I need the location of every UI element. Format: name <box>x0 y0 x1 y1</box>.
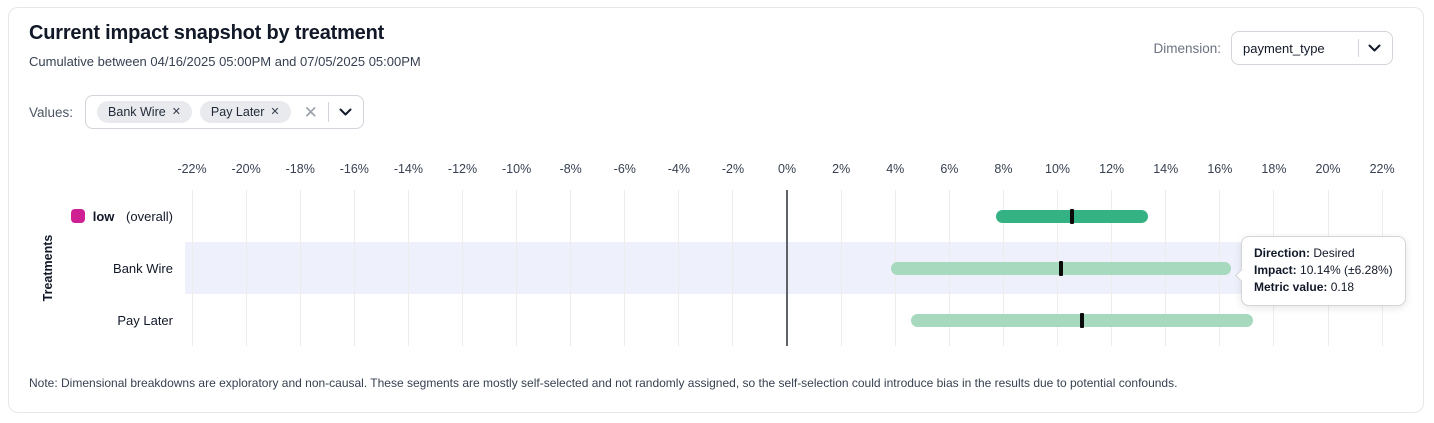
chart-plot-area <box>185 190 1387 346</box>
gridline <box>678 190 680 346</box>
values-label: Values: <box>29 104 74 120</box>
chevron-down-icon <box>1368 44 1381 52</box>
gridline <box>624 190 626 346</box>
row-label-pay-later: Pay Later <box>117 312 173 328</box>
dimension-select[interactable]: payment_type <box>1231 31 1393 65</box>
point-estimate-tick <box>1059 260 1064 276</box>
gridline <box>570 190 572 346</box>
values-divider <box>327 102 329 122</box>
gridline <box>407 190 409 346</box>
gridline <box>516 190 518 346</box>
gridline <box>732 190 734 346</box>
x-tick-label: -4% <box>667 162 691 176</box>
point-estimate-tick <box>1070 208 1075 224</box>
x-tick-label: 4% <box>886 162 905 176</box>
gridline <box>191 190 193 346</box>
date-range-subtitle: Cumulative between 04/16/2025 05:00PM an… <box>29 54 421 69</box>
x-tick-label: 20% <box>1315 162 1341 176</box>
x-tick-label: -6% <box>613 162 636 176</box>
x-tick-label: 0% <box>778 162 797 176</box>
chip-remove-icon[interactable]: ✕ <box>270 105 280 118</box>
dimension-label: Dimension: <box>1153 40 1221 56</box>
footnote: Note: Dimensional breakdowns are explora… <box>29 376 1178 390</box>
select-divider <box>1358 39 1359 57</box>
chips-container: Bank Wire ✕ Pay Later ✕ <box>97 101 291 123</box>
x-tick-label: 18% <box>1261 162 1287 176</box>
gridline <box>299 190 301 346</box>
gridline <box>245 190 247 346</box>
bar-tooltip: Direction: Desired Impact: 10.14% (±6.28%… <box>1241 236 1406 306</box>
gridline <box>353 190 355 346</box>
legend-swatch <box>70 209 85 223</box>
tooltip-line: Metric value: 0.18 <box>1254 280 1355 294</box>
dimension-control: Dimension: payment_type <box>1153 31 1393 65</box>
x-tick-label: 2% <box>832 162 851 176</box>
zero-baseline <box>786 190 788 346</box>
x-tick-label: -18% <box>285 162 315 176</box>
x-tick-label: -14% <box>393 162 423 176</box>
x-tick-label: -2% <box>721 162 745 176</box>
chip-label: Pay Later <box>210 105 265 119</box>
chevron-down-icon[interactable] <box>339 108 352 116</box>
filter-chip-pay-later[interactable]: Pay Later ✕ <box>199 101 291 123</box>
chip-remove-icon[interactable]: ✕ <box>171 105 181 118</box>
treatment-row-labels: low (overall) Bank Wire Pay Later <box>9 190 173 346</box>
dimension-selected-value: payment_type <box>1243 40 1325 56</box>
gridline <box>462 190 463 346</box>
x-tick-label: 12% <box>1099 162 1125 176</box>
point-estimate-tick <box>1079 312 1084 328</box>
x-tick-label: 16% <box>1207 162 1233 176</box>
tooltip-line: Direction: Desired <box>1254 246 1355 260</box>
impact-snapshot-card: Current impact snapshot by treatment Cum… <box>8 7 1424 413</box>
x-tick-label: 22% <box>1369 162 1395 176</box>
gridline <box>840 190 842 346</box>
x-tick-label: 14% <box>1153 162 1179 176</box>
x-tick-label: 6% <box>940 162 959 176</box>
x-axis-labels: -22% -20% -18% -16% -14% -12% -10% -8% -6% -4% -2%… <box>177 162 1394 180</box>
x-tick-label: -20% <box>231 162 261 176</box>
x-tick-label: -10% <box>502 162 532 176</box>
x-tick-label: -16% <box>339 162 369 176</box>
chip-label: Bank Wire <box>108 105 166 119</box>
values-filter: Values: Bank Wire ✕ Pay Later ✕ ✕ <box>29 95 364 129</box>
tooltip-line: Impact: 10.14% (±6.28%) <box>1254 263 1393 277</box>
x-tick-label: -8% <box>559 162 582 176</box>
x-tick-label: 10% <box>1045 162 1071 176</box>
filter-chip-bank-wire[interactable]: Bank Wire ✕ <box>97 101 192 123</box>
row-label-low: low (overall) <box>70 190 173 242</box>
page-title: Current impact snapshot by treatment <box>29 22 385 44</box>
row-label-bank-wire: Bank Wire <box>113 260 173 276</box>
clear-all-icon[interactable]: ✕ <box>303 102 318 122</box>
values-multiselect[interactable]: Bank Wire ✕ Pay Later ✕ ✕ <box>85 95 364 129</box>
x-tick-label: 8% <box>994 162 1013 176</box>
x-tick-label: -22% <box>177 162 207 176</box>
x-tick-label: -12% <box>447 162 478 176</box>
